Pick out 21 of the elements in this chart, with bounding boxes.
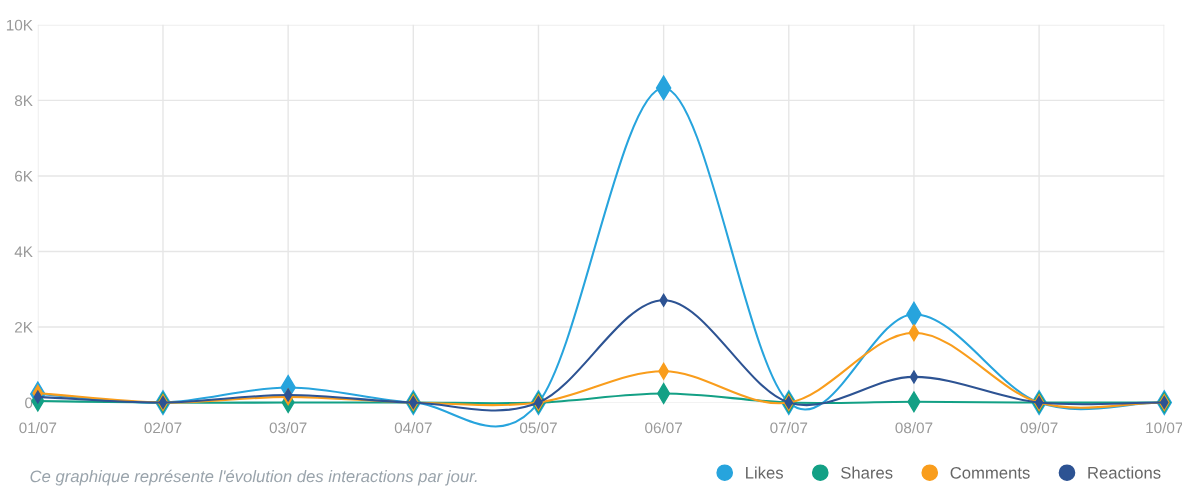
y-tick-label: 6K [15,170,33,182]
y-tick-label: 0 [25,397,33,409]
x-tick-label: 01/07 [19,422,57,434]
legend-label: Likes [746,466,784,479]
x-tick-label: 04/07 [394,422,432,434]
legend-label: Reactions [1088,466,1161,479]
x-tick-label: 06/07 [645,422,682,434]
x-tick-label: 08/07 [895,422,933,434]
x-tick-label: 09/07 [1020,422,1058,434]
y-tick-label: 4K [14,246,33,258]
x-tick-label: 03/07 [269,422,307,434]
legend-label: Shares [841,466,893,479]
x-tick-label: 10/07 [1146,422,1182,434]
x-tick-label: 07/07 [770,422,808,434]
x-tick-label: 02/07 [144,422,182,434]
x-tick-label: 05/07 [519,422,557,434]
text: Ce graphique représente l'évolution des interactions par jour. [30,469,477,486]
y-tick-label: 10K [6,19,33,31]
y-tick-label: 8K [14,95,33,107]
legend-label: Comments [950,466,1030,479]
y-tick-label: 2K [15,321,33,333]
